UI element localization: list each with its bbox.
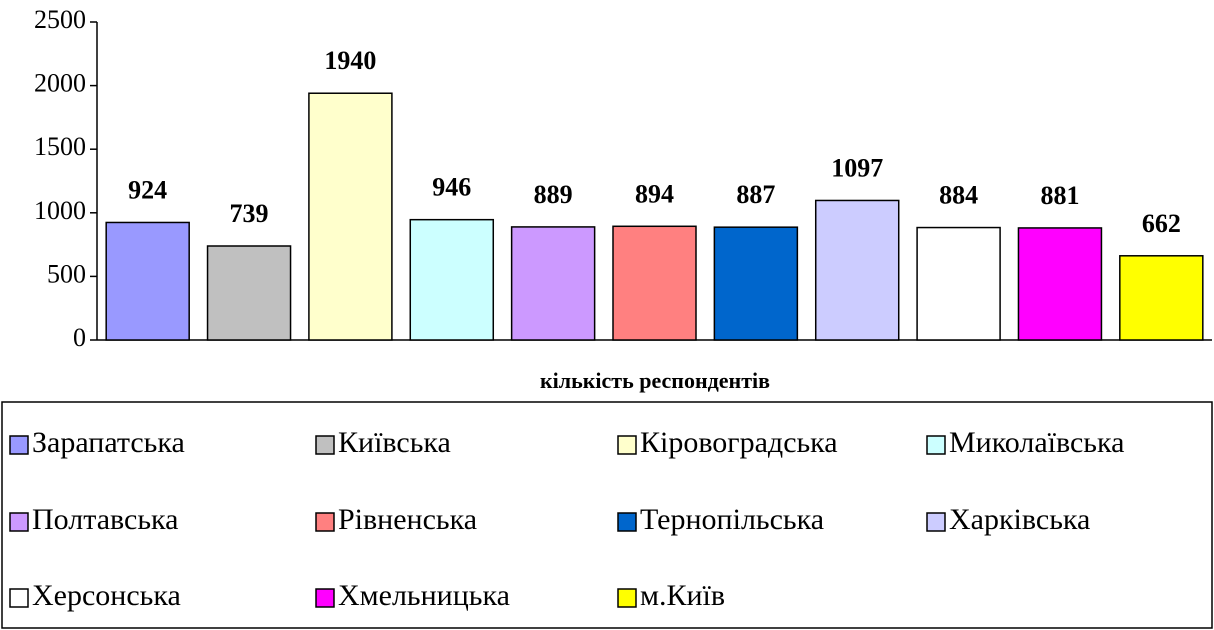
data-label: 662 — [1142, 209, 1181, 238]
legend-swatch — [926, 435, 946, 455]
legend-label: Кіровоградська — [640, 426, 838, 459]
bar — [206, 245, 292, 341]
legend-swatch — [315, 588, 335, 608]
data-label: 1940 — [324, 46, 376, 75]
legend-box — [1, 401, 1213, 629]
bar — [409, 218, 495, 341]
data-label: 894 — [635, 179, 674, 208]
bar — [105, 221, 190, 341]
bar — [510, 226, 596, 341]
legend-swatch — [9, 512, 29, 532]
bar — [1017, 227, 1103, 341]
y-tick-label: 1500 — [34, 132, 86, 161]
legend-label: Зарапатська — [32, 426, 185, 459]
legend-swatch — [926, 512, 946, 532]
y-tick-label: 2000 — [34, 69, 86, 98]
legend-label: Хмельницька — [338, 579, 510, 612]
legend-label: м.Київ — [640, 579, 725, 612]
bar — [612, 225, 697, 341]
data-label: 889 — [534, 180, 573, 209]
data-label: 924 — [128, 175, 167, 204]
data-label: 887 — [736, 180, 775, 209]
data-label: 884 — [939, 181, 978, 210]
bar — [814, 199, 900, 341]
legend-swatch — [617, 435, 637, 455]
legend-swatch — [617, 512, 637, 532]
y-tick-label: 500 — [47, 259, 86, 288]
legend-swatch — [617, 588, 637, 608]
legend-label: Рівненська — [338, 503, 477, 536]
data-label: 881 — [1040, 181, 1079, 210]
legend-label: Миколаївська — [949, 426, 1124, 459]
y-tick-label: 2500 — [34, 5, 86, 34]
legend-swatch — [315, 435, 335, 455]
legend-swatch — [315, 512, 335, 532]
x-axis-label: кількість респондентів — [540, 368, 770, 393]
legend-label: Тернопільська — [640, 503, 824, 536]
bar — [916, 226, 1001, 341]
data-label: 739 — [230, 199, 269, 228]
data-label: 946 — [432, 173, 471, 202]
legend-swatch — [9, 435, 29, 455]
legend-label: Полтавська — [32, 503, 178, 536]
legend-swatch — [9, 588, 29, 608]
legend-label: Херсонська — [32, 579, 181, 612]
bar — [713, 226, 799, 341]
legend-label: Київська — [338, 426, 451, 459]
legend-label: Харківська — [949, 503, 1090, 536]
bar — [308, 92, 393, 341]
data-label: 1097 — [831, 153, 883, 182]
y-tick-label: 0 — [73, 323, 86, 352]
bar — [1119, 255, 1204, 341]
y-tick-label: 1000 — [34, 196, 86, 225]
